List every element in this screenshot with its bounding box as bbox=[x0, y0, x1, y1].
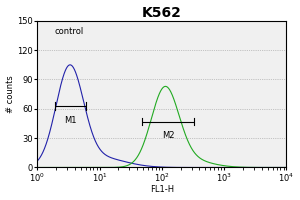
Text: M2: M2 bbox=[162, 131, 174, 140]
Y-axis label: # counts: # counts bbox=[6, 75, 15, 113]
Title: K562: K562 bbox=[142, 6, 182, 20]
X-axis label: FL1-H: FL1-H bbox=[150, 185, 174, 194]
Text: M1: M1 bbox=[64, 116, 76, 125]
Text: control: control bbox=[55, 27, 84, 36]
